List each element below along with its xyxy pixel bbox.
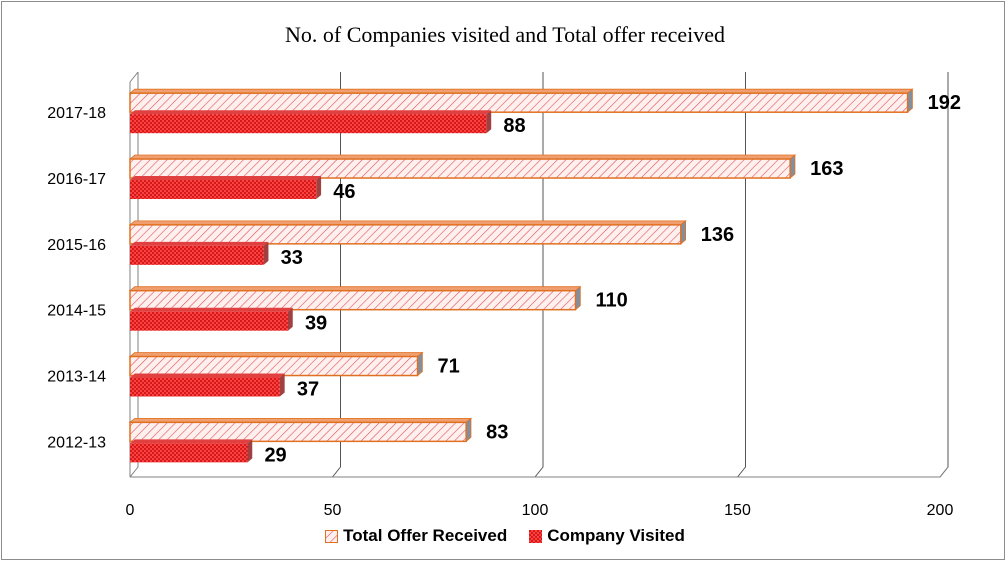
data-label-company-visited: 37 bbox=[297, 379, 319, 401]
category-label: 2016-17 bbox=[47, 171, 106, 188]
bar-total-offer bbox=[129, 421, 467, 443]
bar-company-visited-side bbox=[263, 241, 269, 265]
bar-company-visited-top bbox=[130, 373, 285, 378]
gridline bbox=[129, 72, 139, 478]
x-tick-label: 200 bbox=[927, 502, 954, 519]
bar-company-visited-side bbox=[316, 176, 322, 200]
bar-company-visited bbox=[130, 377, 280, 397]
legend-label-company-visited: Company Visited bbox=[547, 526, 685, 545]
bar-total-offer bbox=[129, 158, 791, 179]
bar-company-visited-side bbox=[247, 439, 253, 463]
data-label-total-offer: 110 bbox=[596, 290, 628, 312]
data-label-total-offer: 71 bbox=[438, 356, 460, 378]
data-label-company-visited: 88 bbox=[503, 115, 525, 137]
gridline bbox=[534, 72, 544, 478]
category-label: 2012-13 bbox=[47, 434, 106, 451]
data-label-total-offer: 163 bbox=[810, 158, 843, 180]
bar-total-offer bbox=[129, 224, 682, 245]
category-label: 2014-15 bbox=[47, 303, 106, 320]
data-label-company-visited: 46 bbox=[333, 181, 355, 203]
category-label: 2015-16 bbox=[47, 237, 106, 254]
legend-item-total-offer: Total Offer Received bbox=[325, 526, 507, 546]
x-tick-label: 50 bbox=[324, 502, 342, 519]
data-label-company-visited: 29 bbox=[264, 444, 286, 466]
legend-swatch-total-offer bbox=[325, 529, 339, 543]
x-tick-label: 150 bbox=[724, 502, 751, 519]
data-label-company-visited: 33 bbox=[281, 247, 303, 269]
axis-depth-edge bbox=[129, 71, 139, 83]
legend-item-company-visited: Company Visited bbox=[529, 526, 685, 546]
chart-title: No. of Companies visited and Total offer… bbox=[285, 22, 725, 47]
bar-company-visited-top bbox=[130, 307, 293, 312]
category-label: 2017-18 bbox=[47, 105, 106, 122]
legend-swatch-company-visited bbox=[529, 529, 543, 543]
bar-total-offer bbox=[129, 289, 577, 311]
legend-label-total-offer: Total Offer Received bbox=[343, 526, 508, 545]
gridline bbox=[737, 72, 746, 478]
gridline bbox=[939, 72, 949, 478]
bar-company-visited bbox=[130, 180, 317, 200]
x-axis-floor bbox=[130, 466, 949, 478]
bar-company-visited-top bbox=[130, 439, 253, 444]
bar-company-visited-top bbox=[130, 110, 492, 115]
gridline bbox=[332, 72, 341, 478]
bar-company-visited bbox=[130, 443, 248, 463]
bar-company-visited-side bbox=[287, 307, 293, 331]
bar-company-visited bbox=[130, 311, 288, 331]
data-label-total-offer: 192 bbox=[928, 92, 961, 114]
bar-total-offer bbox=[129, 355, 419, 377]
bar-company-visited-top bbox=[130, 176, 322, 181]
data-label-company-visited: 39 bbox=[305, 313, 327, 335]
data-label-total-offer: 83 bbox=[486, 421, 508, 443]
x-tick-label: 0 bbox=[126, 502, 135, 519]
bar-total-offer bbox=[129, 92, 909, 113]
x-tick-label: 100 bbox=[522, 502, 549, 519]
bar-company-visited-top bbox=[130, 241, 269, 246]
legend: Total Offer Received Company Visited bbox=[2, 526, 1008, 546]
bar-company-visited-side bbox=[486, 110, 492, 134]
category-label: 2013-14 bbox=[47, 369, 106, 386]
bar-company-visited-side bbox=[279, 373, 285, 397]
bar-company-visited bbox=[130, 245, 264, 265]
data-label-total-offer: 136 bbox=[701, 224, 734, 246]
bar-company-visited bbox=[130, 114, 487, 134]
